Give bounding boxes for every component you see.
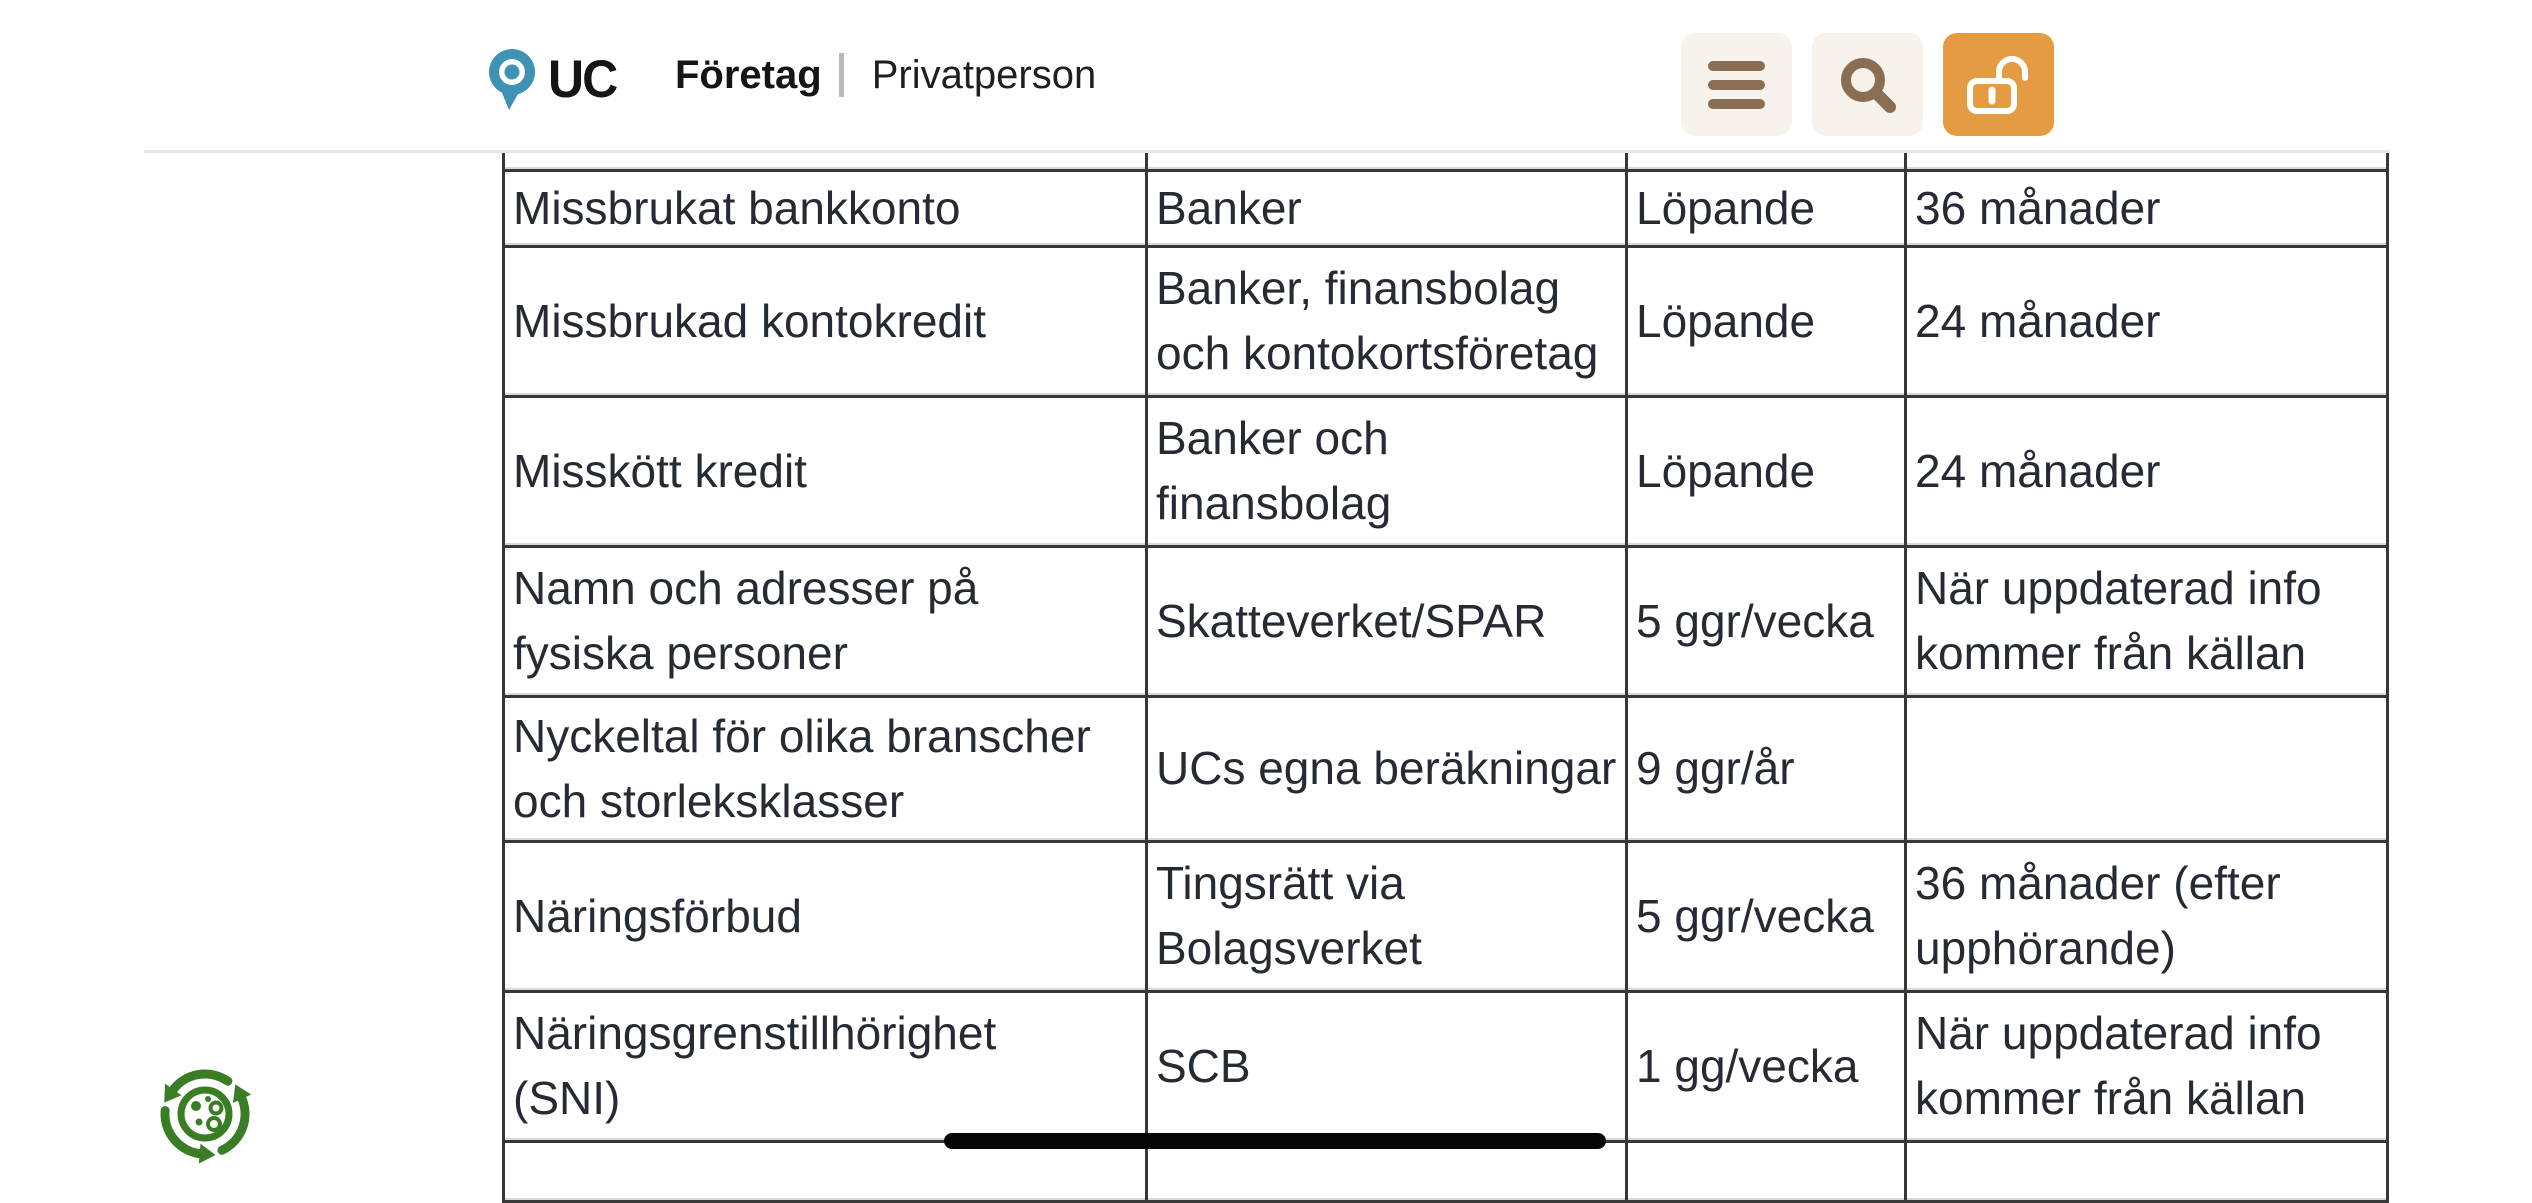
table-cell xyxy=(1625,153,1906,172)
table-cell: 24 månader xyxy=(1904,396,2389,548)
unlocked-padlock-icon xyxy=(1966,55,2028,114)
table-row: Missbrukat bankkonto Banker Löpande 36 m… xyxy=(502,170,2389,248)
table-cell: Löpande xyxy=(1625,246,1906,398)
table-cell: Nyckeltal för olika branscher och storle… xyxy=(502,696,1147,843)
table-cell: Näringsgrenstillhörighet (SNI) xyxy=(502,991,1147,1143)
login-button[interactable] xyxy=(1943,33,2054,136)
home-indicator-bar[interactable] xyxy=(944,1133,1606,1149)
nav-divider xyxy=(838,53,844,97)
table-cell xyxy=(1904,1141,2389,1203)
table-row xyxy=(502,1141,2389,1203)
table-row: Missbrukad kontokredit Banker, finansbol… xyxy=(502,246,2389,398)
main-nav: Företag Privatperson xyxy=(675,0,1096,150)
table-cell xyxy=(502,1141,1147,1203)
table-cell xyxy=(1904,696,2389,843)
menu-button[interactable] xyxy=(1681,33,1792,136)
table-cell: Löpande xyxy=(1625,396,1906,548)
uc-logo-pin-icon xyxy=(489,49,535,110)
site-header: UC Företag Privatperson xyxy=(0,0,2532,150)
table-cell: Löpande xyxy=(1625,170,1906,248)
table-cell: Misskött kredit xyxy=(502,396,1147,548)
table-cell xyxy=(1145,1141,1627,1203)
header-buttons xyxy=(1681,33,2054,136)
search-button[interactable] xyxy=(1812,33,1923,136)
table-cell: Missbrukat bankkonto xyxy=(502,170,1147,248)
data-sources-table: Missbrukat bankkonto Banker Löpande 36 m… xyxy=(502,153,2389,1203)
table-cell xyxy=(1904,153,2389,172)
table-cell: Skatteverket/SPAR xyxy=(1145,546,1627,698)
hamburger-menu-icon xyxy=(1708,60,1765,109)
table-cell: Namn och adresser på fysiska personer xyxy=(502,546,1147,698)
nav-item-foretag[interactable]: Företag xyxy=(675,52,822,97)
table-cell: Banker xyxy=(1145,170,1627,248)
table-row: Namn och adresser på fysiska personer Sk… xyxy=(502,546,2389,698)
table-cell: 1 gg/vecka xyxy=(1625,991,1906,1143)
uc-logo-text: UC xyxy=(548,49,618,109)
table-cell: 5 ggr/vecka xyxy=(1625,841,1906,993)
table-cell: 9 ggr/år xyxy=(1625,696,1906,843)
nav-item-privatperson[interactable]: Privatperson xyxy=(871,52,1097,97)
cookie-recycle-icon xyxy=(158,1069,254,1166)
table-row: Misskött kredit Banker och finansbolag L… xyxy=(502,396,2389,548)
table-cell: SCB xyxy=(1145,991,1627,1143)
table-cell: Banker och finansbolag xyxy=(1145,396,1627,548)
table-cell: När uppdaterad info kommer från källan xyxy=(1904,991,2389,1143)
table-row: Nyckeltal för olika branscher och storle… xyxy=(502,696,2389,843)
table-cell: 36 månader xyxy=(1904,170,2389,248)
table-cell xyxy=(1145,153,1627,172)
table-row: Näringsgrenstillhörighet (SNI) SCB 1 gg/… xyxy=(502,991,2389,1143)
search-icon xyxy=(1840,57,1896,113)
table-cell: Näringsförbud xyxy=(502,841,1147,993)
table-cell: Missbrukad kontokredit xyxy=(502,246,1147,398)
table-cell: Banker, finansbolag och kontokortsföreta… xyxy=(1145,246,1627,398)
table-cell: När uppdaterad info kommer från källan xyxy=(1904,546,2389,698)
header-divider-line xyxy=(144,150,2390,153)
table-cell: 5 ggr/vecka xyxy=(1625,546,1906,698)
table-cell xyxy=(1625,1141,1906,1203)
table-cell: Tingsrätt via Bolagsverket xyxy=(1145,841,1627,993)
table-cell: UCs egna beräkningar xyxy=(1145,696,1627,843)
table-row xyxy=(502,153,2389,172)
table-cell: 36 månader (efter upphörande) xyxy=(1904,841,2389,993)
cookie-settings-button[interactable] xyxy=(158,1058,254,1166)
uc-logo[interactable]: UC xyxy=(488,46,618,112)
table-cell xyxy=(502,153,1147,172)
table-row: Näringsförbud Tingsrätt via Bolagsverket… xyxy=(502,841,2389,993)
table-cell: 24 månader xyxy=(1904,246,2389,398)
